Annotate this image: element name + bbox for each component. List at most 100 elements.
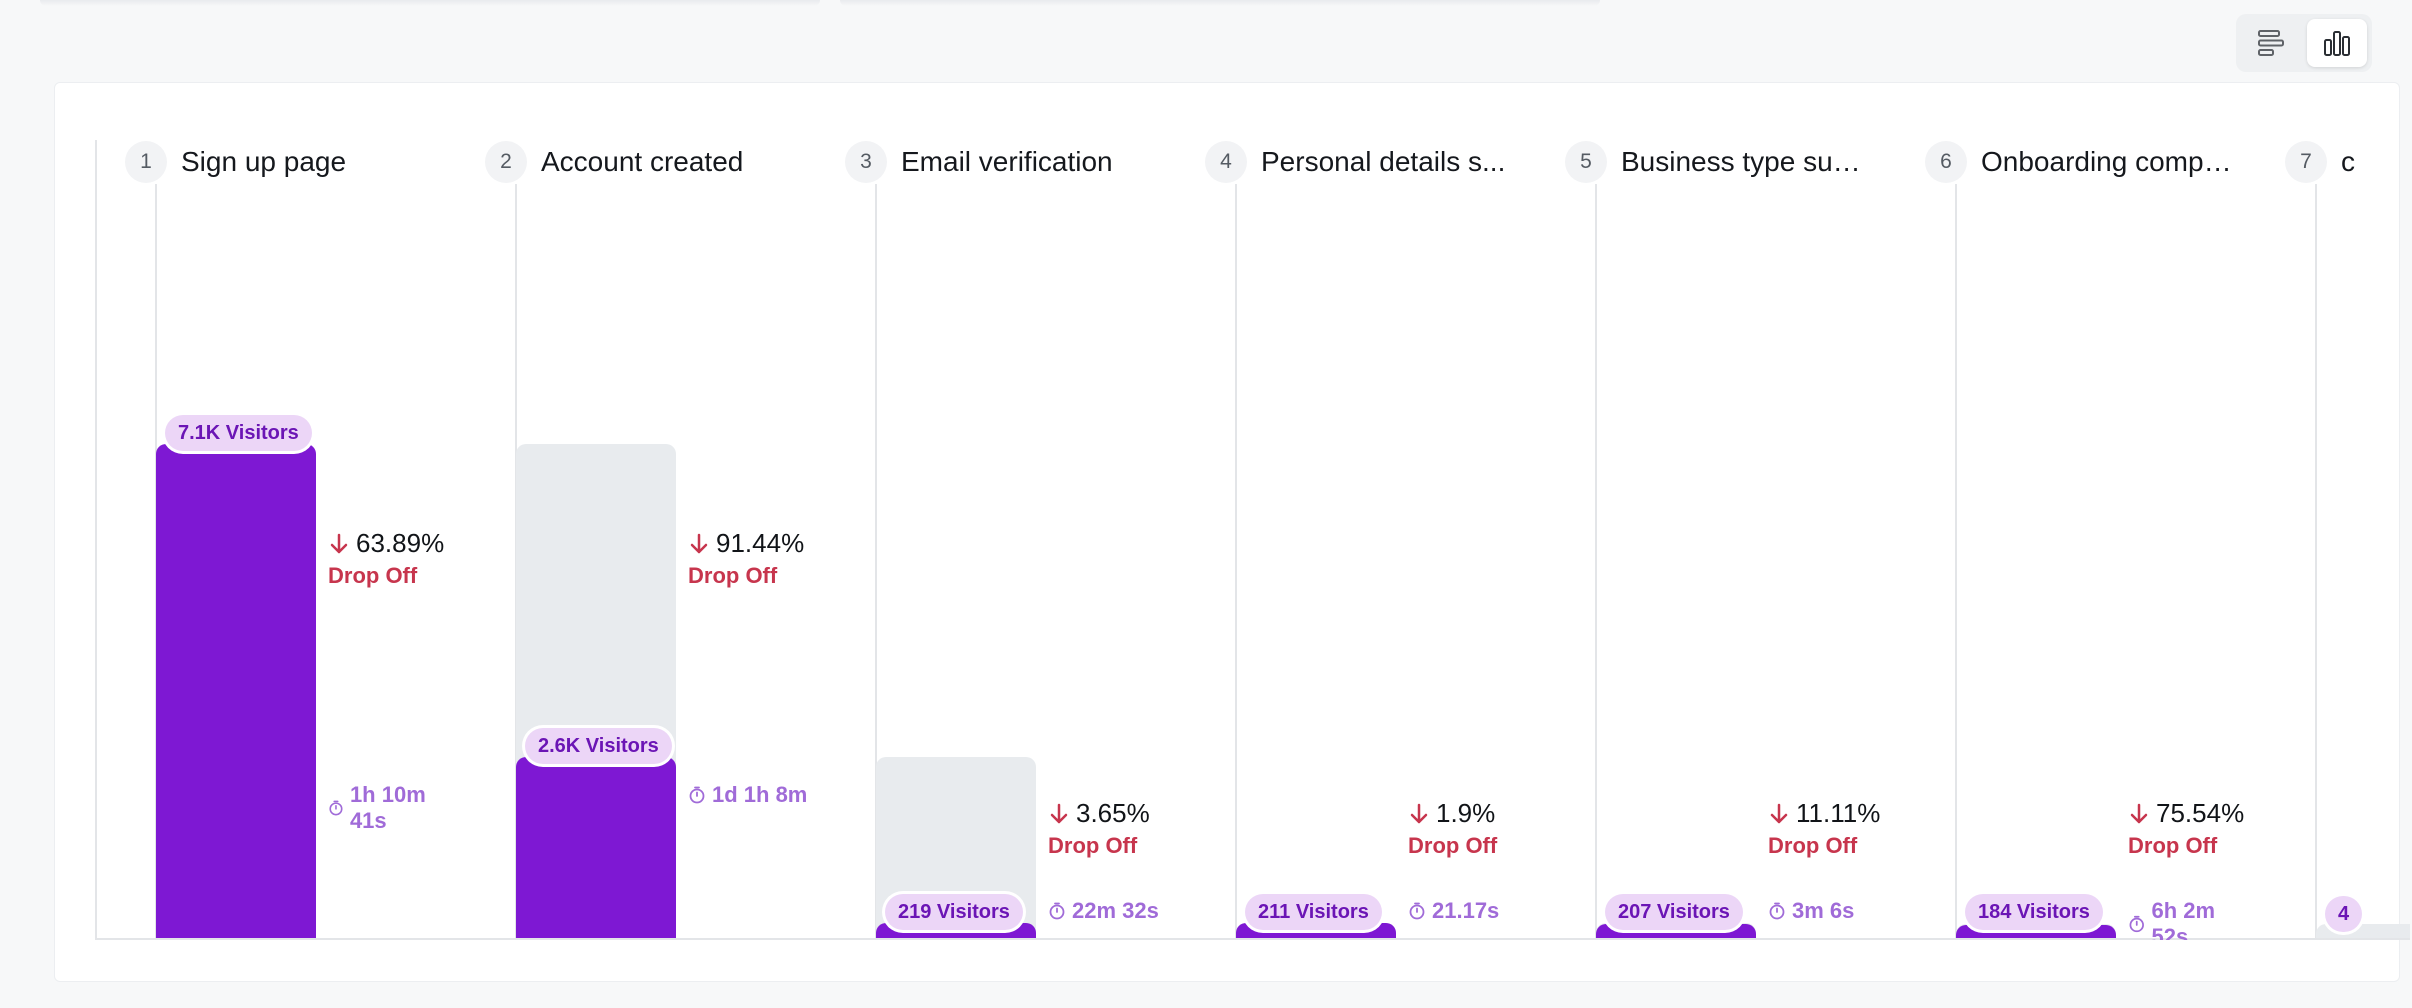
visitors-badge: 4 bbox=[2325, 896, 2363, 932]
drop-off: 63.89% Drop Off bbox=[328, 528, 444, 589]
drop-off-label: Drop Off bbox=[688, 563, 778, 588]
step-divider bbox=[1235, 184, 1237, 940]
timer-icon bbox=[329, 800, 343, 816]
drop-off-percentage: 91.44% bbox=[716, 528, 805, 558]
step-header: 5 Business type subm... bbox=[1565, 140, 1876, 184]
visitors-badge: 211 Visitors bbox=[1245, 894, 1382, 930]
drop-off: 11.11% Drop Off bbox=[1768, 798, 1880, 859]
arrow-down-icon bbox=[330, 533, 348, 553]
plot-left-border bbox=[95, 140, 97, 940]
bar[interactable] bbox=[516, 757, 676, 938]
funnel-chart: 1 Sign up page 7.1K Visitors 63.89% Drop Off… bbox=[95, 140, 2410, 940]
step-title: Business type subm... bbox=[1621, 146, 1876, 177]
step-number: 1 bbox=[125, 141, 167, 183]
visitors-badge: 7.1K Visitors bbox=[165, 415, 312, 451]
drop-off-label: Drop Off bbox=[1408, 833, 1498, 858]
arrow-down-icon bbox=[1050, 803, 1068, 823]
drop-off-value-row: 11.11% bbox=[1768, 798, 1880, 829]
visitors-badge: 184 Visitors bbox=[1965, 894, 2103, 930]
funnel-step: 5 Business type subm... 207 Visitors 11.11%… bbox=[1535, 140, 1895, 940]
step-header: 1 Sign up page bbox=[125, 140, 346, 184]
top-shadow bbox=[40, 0, 820, 6]
arrow-down-icon bbox=[1770, 803, 1788, 823]
average-time-value: 6h 2m 52s bbox=[2151, 898, 2216, 940]
arrow-down-icon bbox=[690, 533, 708, 553]
drop-off-percentage: 3.65% bbox=[1076, 798, 1150, 828]
step-header: 6 Onboarding complet... bbox=[1925, 140, 2236, 184]
funnel-step: 6 Onboarding complet... 184 Visitors 75.54%… bbox=[1895, 140, 2255, 940]
step-title: Personal details s... bbox=[1261, 146, 1506, 177]
drop-off: 91.44% Drop Off bbox=[688, 528, 804, 589]
average-time: 3m 6s bbox=[1768, 898, 1854, 924]
step-title: Email verification bbox=[901, 146, 1113, 177]
horizontal-bars-view-button[interactable] bbox=[2241, 19, 2301, 67]
step-divider bbox=[1955, 184, 1957, 940]
drop-off-percentage: 63.89% bbox=[356, 528, 445, 558]
drop-off-value-row: 63.89% bbox=[328, 528, 444, 559]
visitors-badge: 2.6K Visitors bbox=[525, 728, 672, 765]
average-time-value: 3m 6s bbox=[1792, 898, 1855, 923]
drop-off: 3.65% Drop Off bbox=[1048, 798, 1150, 859]
step-title: c bbox=[2341, 146, 2355, 177]
funnel-step: 3 Email verification 219 Visitors 3.65% Drop… bbox=[815, 140, 1175, 940]
average-time: 21.17s bbox=[1408, 898, 1499, 924]
average-time: 1d 1h 8m bbox=[688, 782, 807, 808]
timer-icon bbox=[2129, 915, 2144, 933]
funnel-step: 1 Sign up page 7.1K Visitors 63.89% Drop Off… bbox=[95, 140, 455, 940]
step-number: 7 bbox=[2285, 141, 2327, 183]
average-time: 1h 10m 41s bbox=[328, 782, 455, 834]
timer-icon bbox=[1049, 902, 1065, 920]
drop-off-percentage: 75.54% bbox=[2156, 798, 2245, 828]
step-title: Sign up page bbox=[181, 146, 347, 177]
drop-off-value-row: 1.9% bbox=[1408, 798, 1497, 829]
drop-off: 1.9% Drop Off bbox=[1408, 798, 1497, 859]
step-number: 6 bbox=[1925, 141, 1967, 183]
funnel-card bbox=[54, 82, 2400, 982]
horizontal-bars-icon bbox=[2258, 30, 2284, 56]
funnel-step: 2 Account created 2.6K Visitors 91.44% Drop … bbox=[455, 140, 815, 940]
timer-icon bbox=[1409, 902, 1425, 920]
timer-icon bbox=[689, 786, 705, 804]
arrow-down-icon bbox=[2130, 803, 2148, 823]
step-divider bbox=[1595, 184, 1597, 940]
drop-off: 75.54% Drop Off bbox=[2128, 798, 2244, 859]
funnel-step: 4 Personal details s... 211 Visitors 1.9% Dr… bbox=[1175, 140, 1535, 940]
drop-off-value-row: 3.65% bbox=[1048, 798, 1150, 829]
average-time: 6h 2m 52s bbox=[2128, 898, 2255, 940]
step-header: 4 Personal details s... bbox=[1205, 140, 1505, 184]
step-number: 2 bbox=[485, 141, 527, 183]
vertical-bars-view-button[interactable] bbox=[2307, 19, 2367, 67]
vertical-bars-icon bbox=[2324, 31, 2350, 56]
timer-icon bbox=[1769, 902, 1785, 920]
visitors-badge: 219 Visitors bbox=[885, 893, 1023, 930]
drop-off-percentage: 11.11% bbox=[1796, 798, 1881, 828]
drop-off-label: Drop Off bbox=[1048, 833, 1138, 858]
step-title: Account created bbox=[541, 146, 744, 177]
step-divider bbox=[2315, 184, 2317, 940]
average-time-value: 1h 10m 41s bbox=[349, 782, 426, 833]
arrow-down-icon bbox=[1410, 803, 1428, 823]
step-number: 3 bbox=[845, 141, 887, 183]
step-header: 3 Email verification bbox=[845, 140, 1113, 184]
step-header: 2 Account created bbox=[485, 140, 743, 184]
drop-off-percentage: 1.9% bbox=[1436, 798, 1496, 828]
average-time-value: 22m 32s bbox=[1072, 898, 1159, 923]
step-title: Onboarding complet... bbox=[1981, 146, 2236, 177]
drop-off-label: Drop Off bbox=[328, 563, 418, 588]
chart-view-toggle bbox=[2236, 14, 2372, 72]
visitors-badge: 207 Visitors bbox=[1605, 894, 1743, 930]
top-shadow bbox=[840, 0, 1600, 6]
step-divider bbox=[875, 184, 877, 940]
average-time-value: 1d 1h 8m bbox=[712, 782, 808, 807]
drop-off-value-row: 75.54% bbox=[2128, 798, 2244, 829]
average-time: 22m 32s bbox=[1048, 898, 1159, 924]
step-number: 5 bbox=[1565, 141, 1607, 183]
bar[interactable] bbox=[156, 444, 316, 938]
step-number: 4 bbox=[1205, 141, 1247, 183]
average-time-value: 21.17s bbox=[1432, 898, 1500, 923]
drop-off-label: Drop Off bbox=[2128, 833, 2218, 858]
plot-baseline bbox=[95, 938, 2410, 940]
drop-off-label: Drop Off bbox=[1768, 833, 1858, 858]
